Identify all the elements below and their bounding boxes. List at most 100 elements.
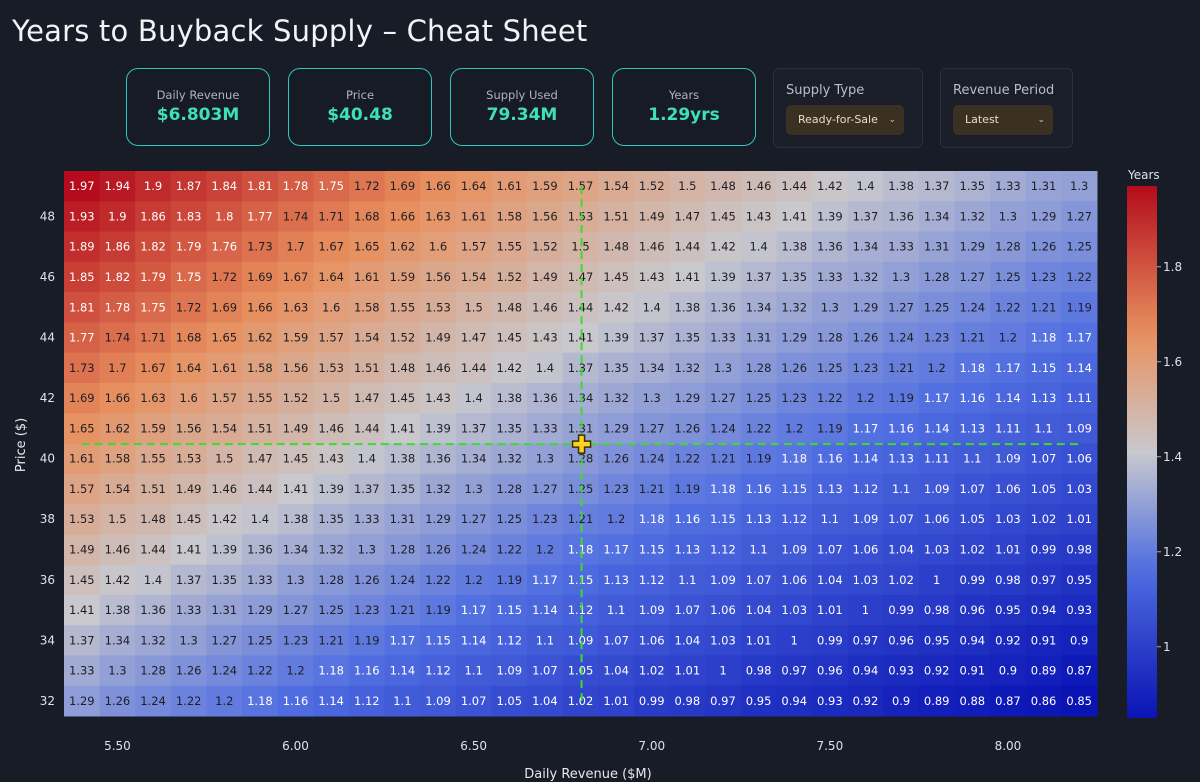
cell-value-label: 1.81 [247, 179, 273, 193]
heatmap-cell [918, 625, 956, 656]
heatmap-cell [206, 625, 243, 656]
heatmap-cell [170, 534, 207, 566]
heatmap-cell [420, 685, 457, 717]
cell-value-label: 1.62 [247, 331, 273, 345]
cell-value-label: 1.35 [603, 361, 629, 375]
heatmap-cell [847, 413, 884, 444]
cell-value-label: 1.21 [1031, 300, 1057, 314]
heatmap-cell [64, 625, 101, 656]
heatmap-cell [812, 292, 849, 323]
heatmap-cell [705, 655, 742, 687]
cell-value-label: 1.2 [928, 361, 946, 375]
heatmap-cell [812, 201, 849, 233]
y-tick-label: 48 [40, 209, 55, 223]
heatmap-cell [776, 201, 813, 233]
heatmap-cell [99, 231, 136, 263]
cell-value-label: 0.95 [924, 633, 950, 647]
heatmap-cell [527, 443, 564, 475]
cell-value-label: 1.26 [425, 542, 451, 556]
cell-value-label: 1.02 [568, 694, 594, 708]
heatmap-cell [1025, 685, 1062, 717]
cell-value-label: 1.14 [1066, 361, 1092, 375]
heatmap-cell [242, 201, 279, 233]
cell-value-label: 0.87 [1066, 664, 1092, 678]
cell-value-label: 1.16 [888, 421, 914, 435]
heatmap-cell [420, 443, 457, 475]
heatmap-cell [847, 352, 884, 384]
cell-value-label: 1.22 [746, 421, 772, 435]
cell-value-label: 1.63 [283, 300, 309, 314]
card-label: Price [345, 88, 375, 102]
heatmap-cell [633, 594, 671, 626]
heatmap-cell [990, 473, 1027, 505]
cell-value-label: 1.37 [853, 209, 879, 223]
cell-value-label: 1.18 [639, 512, 665, 526]
heatmap-cell [669, 413, 706, 444]
heatmap-cell [455, 231, 492, 263]
cell-value-label: 1.28 [924, 270, 950, 284]
heatmap-cell [1025, 655, 1062, 687]
heatmap-cell [420, 292, 457, 323]
heatmap-cell [64, 594, 101, 626]
heatmap-cell [812, 171, 849, 202]
cell-value-label: 1.27 [960, 270, 986, 284]
heatmap-cell [64, 413, 101, 444]
heatmap-cell [313, 564, 350, 596]
cell-value-label: 1.32 [140, 633, 166, 647]
cell-value-label: 1.17 [1066, 331, 1092, 345]
supply-type-select[interactable]: Ready-for-Sale ⌄ [786, 105, 904, 135]
cell-value-label: 1.22 [817, 391, 843, 405]
heatmap-cell [740, 564, 777, 596]
heatmap-cell [277, 685, 314, 717]
heatmap-cell [705, 685, 742, 717]
heatmap-cell [812, 413, 849, 444]
heatmap-cell [206, 685, 243, 717]
cell-value-label: 0.91 [960, 664, 986, 678]
cell-value-label: 1.36 [710, 300, 736, 314]
cell-value-label: 0.98 [995, 573, 1021, 587]
cell-value-label: 1.45 [176, 512, 202, 526]
heatmap-cell [491, 685, 528, 717]
heatmap-cell [812, 655, 849, 687]
cell-value-label: 1.47 [354, 391, 380, 405]
heatmap-cell [669, 231, 706, 263]
heatmap-cell [847, 171, 884, 202]
cell-value-label: 1.03 [781, 603, 807, 617]
heatmap-cell [313, 685, 350, 717]
cell-value-label: 1.09 [710, 573, 736, 587]
cell-value-label: 1.34 [853, 240, 879, 254]
cell-value-label: 1.22 [176, 694, 202, 708]
cell-value-label: 1.05 [496, 694, 522, 708]
heatmap-cell [669, 655, 706, 687]
cell-value-label: 1.38 [675, 300, 701, 314]
heatmap-cell [455, 382, 492, 414]
heatmap-cell [491, 352, 528, 384]
heatmap-cell [883, 685, 920, 717]
cell-value-label: 1.24 [211, 664, 237, 678]
cell-value-label: 1.17 [853, 421, 879, 435]
cell-value-label: 1.29 [69, 694, 95, 708]
cell-value-label: 1.32 [675, 361, 701, 375]
cell-value-label: 1.18 [710, 482, 736, 496]
cell-value-label: 1.07 [746, 573, 772, 587]
cell-value-label: 1.22 [1066, 270, 1092, 284]
heatmap-cell [1061, 171, 1098, 202]
colorbar [1127, 186, 1157, 718]
cell-value-label: 1.67 [140, 361, 166, 375]
revenue-period-select[interactable]: Latest ⌄ [953, 105, 1053, 135]
heatmap-cell [99, 473, 136, 505]
y-tick-label: 38 [40, 512, 55, 526]
heatmap-cell [99, 655, 136, 687]
cell-value-label: 1.13 [817, 482, 843, 496]
colorbar-tick-label: 1.8 [1163, 260, 1182, 274]
heatmap-cell [633, 655, 671, 687]
cell-value-label: 1.49 [532, 270, 558, 284]
cell-value-label: 1.43 [746, 209, 772, 223]
cell-value-label: 1.4 [358, 452, 376, 466]
heatmap-cell [740, 473, 777, 505]
heatmap-cell [491, 201, 528, 233]
cell-value-label: 1.39 [710, 270, 736, 284]
cell-value-label: 0.9 [999, 664, 1017, 678]
cell-value-label: 1.01 [817, 603, 843, 617]
cell-value-label: 1.25 [746, 391, 772, 405]
